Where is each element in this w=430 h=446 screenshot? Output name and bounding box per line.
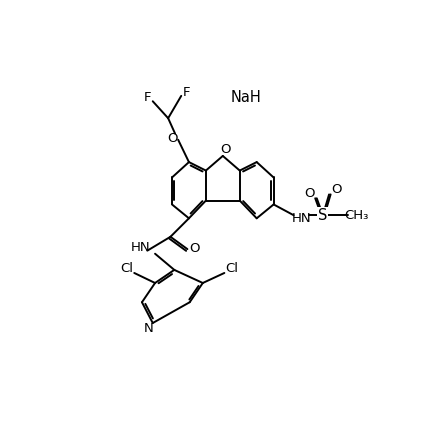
Text: F: F — [182, 86, 190, 99]
Text: O: O — [331, 183, 341, 196]
Text: O: O — [189, 242, 199, 255]
Text: NaH: NaH — [230, 90, 261, 105]
Text: O: O — [303, 187, 313, 200]
Text: S: S — [317, 208, 327, 223]
Text: CH₃: CH₃ — [344, 209, 368, 222]
Text: Cl: Cl — [120, 262, 133, 275]
Text: O: O — [167, 132, 178, 145]
Text: N: N — [144, 322, 154, 335]
Text: O: O — [219, 143, 230, 156]
Text: Cl: Cl — [225, 262, 238, 275]
Text: HN: HN — [130, 241, 150, 254]
Text: F: F — [143, 91, 151, 104]
Text: HN: HN — [291, 212, 310, 225]
